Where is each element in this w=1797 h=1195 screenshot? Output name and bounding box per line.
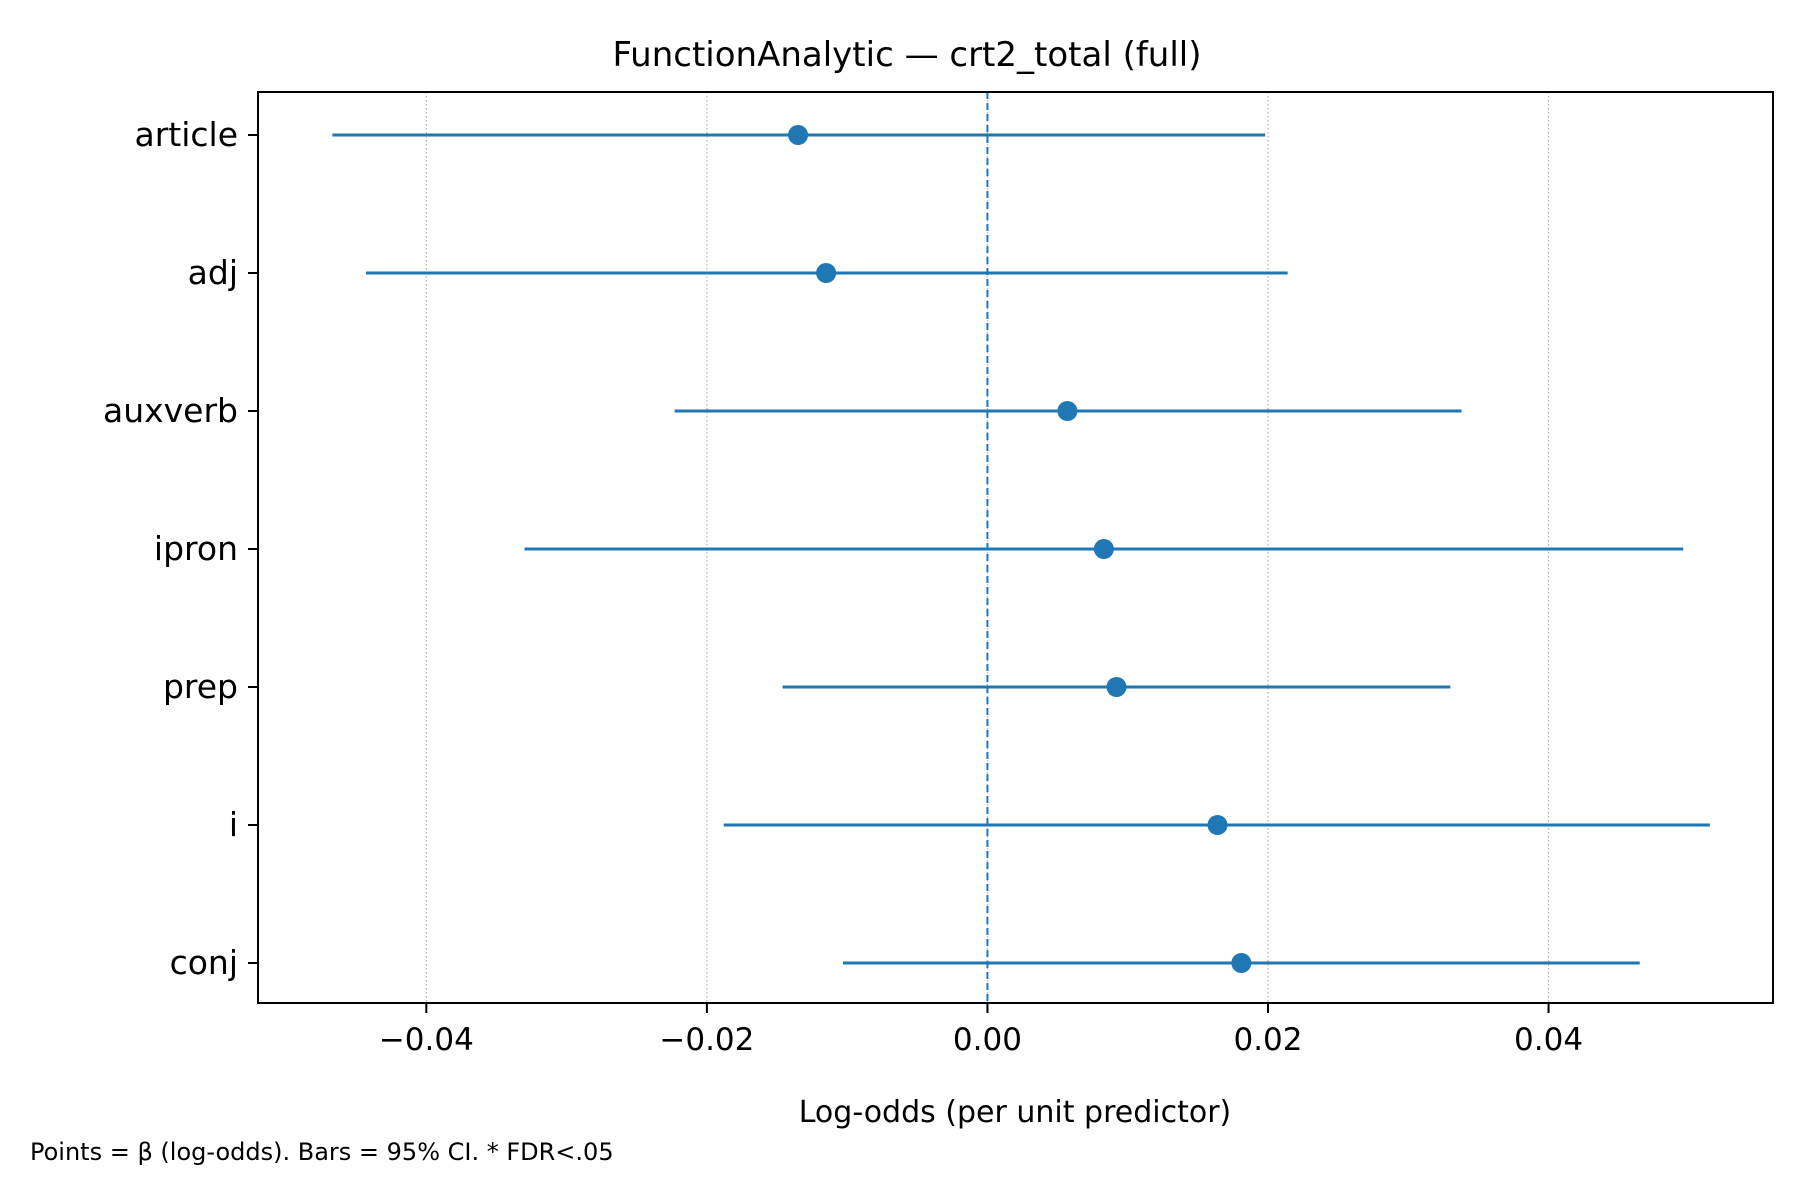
x-tick-label: −0.02 bbox=[659, 1022, 754, 1058]
y-tick-label-article: article bbox=[134, 115, 238, 154]
y-tick-label-prep: prep bbox=[163, 667, 238, 706]
x-tick-label: 0.00 bbox=[953, 1022, 1022, 1058]
chart-title: FunctionAnalytic — crt2_total (full) bbox=[612, 35, 1201, 75]
x-tick-label: 0.02 bbox=[1233, 1022, 1302, 1058]
y-tick-label-ipron: ipron bbox=[154, 529, 238, 568]
beta-point-prep bbox=[1106, 677, 1127, 697]
y-tick-label-adj: adj bbox=[188, 253, 238, 292]
x-tick-label: −0.04 bbox=[379, 1022, 474, 1058]
beta-point-i bbox=[1207, 815, 1228, 835]
y-tick-label-conj: conj bbox=[170, 943, 238, 982]
beta-point-conj bbox=[1231, 953, 1252, 973]
y-tick-label-i: i bbox=[229, 805, 238, 844]
x-axis-label: Log-odds (per unit predictor) bbox=[799, 1095, 1232, 1130]
y-tick-label-auxverb: auxverb bbox=[103, 391, 238, 430]
data-marks bbox=[332, 125, 1710, 973]
beta-point-auxverb bbox=[1057, 401, 1078, 421]
footnote: Points = β (log-odds). Bars = 95% CI. * … bbox=[30, 1138, 614, 1166]
beta-point-article bbox=[788, 125, 809, 145]
plot-frame bbox=[257, 91, 1774, 1004]
x-axis: −0.04 −0.02 0.00 0.02 0.04 bbox=[379, 1003, 1583, 1058]
x-tick-label: 0.04 bbox=[1514, 1022, 1583, 1058]
beta-point-ipron bbox=[1093, 539, 1114, 559]
beta-point-adj bbox=[816, 263, 837, 283]
y-axis: article adj auxverb ipron prep i conj bbox=[103, 115, 258, 982]
